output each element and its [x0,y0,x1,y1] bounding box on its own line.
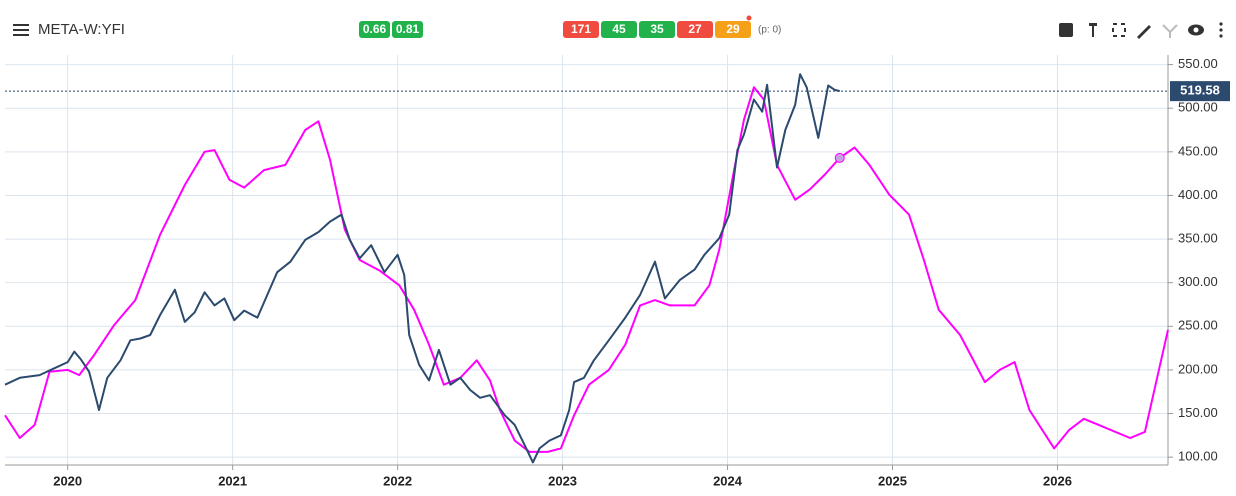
badge-bg [601,21,637,38]
badge-bg [639,21,675,38]
y-tick-label: 250.00 [1178,318,1218,333]
y-tick-label: 100.00 [1178,449,1218,464]
y-tick-label: 150.00 [1178,405,1218,420]
symbol[interactable]: META-W:YFI [38,21,125,38]
save-icon[interactable] [1059,23,1073,37]
fullscreen-icon[interactable] [1112,23,1126,37]
price-tag [1170,81,1230,102]
x-tick-label: 2024 [713,473,743,488]
badge[interactable]: 35 [639,21,675,38]
x-tick-label: 2025 [878,473,907,488]
badge[interactable]: 27 [677,21,713,38]
badge-bg [563,21,599,38]
cycle-marker [834,152,845,163]
more-icon [1219,28,1223,32]
menu-bar [13,29,29,31]
menu-bar [13,34,29,36]
x-tick-label: 2022 [383,473,412,488]
badge[interactable]: 171 [563,21,599,38]
badge[interactable]: 45 [601,21,637,38]
badge-text: 0.66 [363,22,387,36]
y-tick-label: 300.00 [1178,274,1218,289]
badge-bg [392,21,423,38]
badge-text: 35 [650,22,664,36]
badge-text: 171 [571,22,591,36]
menu-icon[interactable] [13,24,29,36]
badge-text: 45 [612,22,626,36]
eye-pupil [1193,27,1199,33]
draw-icon[interactable] [1137,25,1151,39]
series-line [4,86,1169,453]
fork-icon[interactable] [1162,24,1178,38]
notification-dot [746,15,752,21]
badge-bg [715,21,751,38]
pin-icon[interactable] [1089,23,1097,26]
series-line [4,73,840,464]
x-tick-label: 2021 [218,473,247,488]
pin-icon [1092,26,1094,37]
x-tick-label: 2026 [1043,473,1072,488]
y-tick-label: 500.00 [1178,100,1218,115]
y-tick-label: 350.00 [1178,231,1218,246]
p-label: (p: 0) [758,25,781,36]
y-tick-label: 200.00 [1178,361,1218,376]
more-icon[interactable] [1219,22,1223,26]
menu-bar [13,24,29,26]
price-tag-label: 519.58 [1180,83,1220,98]
badge[interactable]: 29 [715,21,751,38]
more-icon [1219,34,1223,38]
y-tick-label: 400.00 [1178,187,1218,202]
badge[interactable]: 0.66 [359,21,390,38]
toolbar-icons [1059,22,1223,39]
badge-text: 29 [726,22,740,36]
x-tick-label: 2023 [548,473,577,488]
y-tick-label: 450.00 [1178,143,1218,158]
badge-bg [677,21,713,38]
badge-bg [359,21,390,38]
grid [5,55,1168,465]
badge-text: 27 [688,22,702,36]
badge[interactable]: 0.81 [392,21,423,38]
y-tick-label: 550.00 [1178,56,1218,71]
x-tick-label: 2020 [53,473,82,488]
badge-text: 0.81 [396,22,420,36]
